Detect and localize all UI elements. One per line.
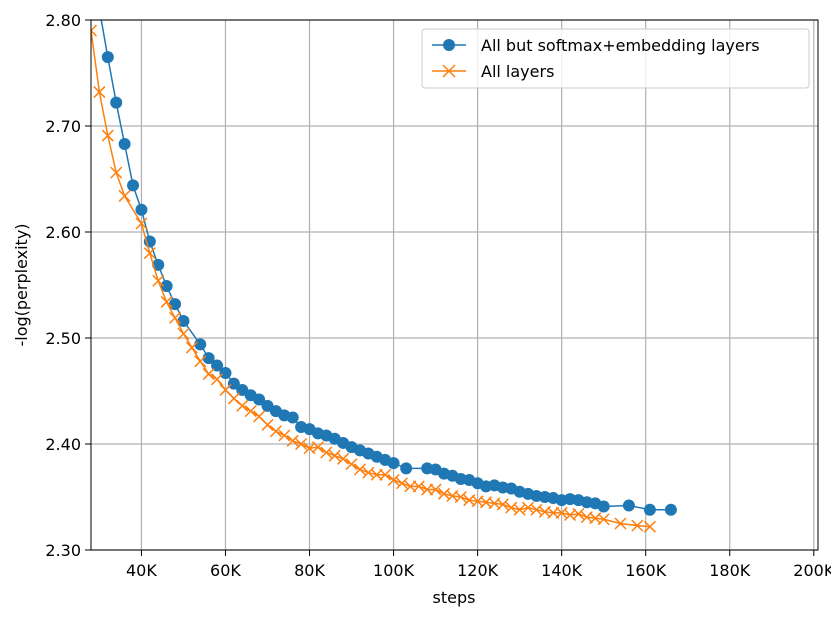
data-point-circle xyxy=(101,51,114,64)
y-tick-label: 2.40 xyxy=(45,435,81,454)
data-point-x xyxy=(643,520,656,533)
data-point-x xyxy=(177,327,190,340)
data-point-x xyxy=(370,468,383,481)
y-tick-label: 2.80 xyxy=(45,11,81,30)
data-point-x xyxy=(101,129,114,142)
data-point-x xyxy=(345,458,358,471)
x-tick-label: 40K xyxy=(126,561,157,580)
data-point-circle xyxy=(118,138,131,151)
data-point-x xyxy=(547,506,560,519)
data-point-x xyxy=(169,311,182,324)
data-point-x xyxy=(202,368,215,381)
x-tick-label: 160K xyxy=(625,561,667,580)
legend-marker-circle xyxy=(443,39,455,51)
data-point-x xyxy=(379,468,392,481)
legend: All but softmax+embedding layers All lay… xyxy=(421,28,810,89)
plot-area xyxy=(91,20,677,533)
data-point-circle xyxy=(400,462,413,475)
x-axis: 40K 60K 80K 100K 120K 140K 160K 180K 200K xyxy=(126,550,831,580)
data-point-circle xyxy=(169,298,182,311)
data-point-x xyxy=(572,507,585,520)
data-point-circle xyxy=(227,377,240,390)
data-point-circle xyxy=(160,280,173,293)
data-point-x xyxy=(286,434,299,447)
data-point-x xyxy=(135,217,148,230)
y-tick-label: 2.30 xyxy=(45,541,81,560)
y-tick-label: 2.70 xyxy=(45,117,81,136)
data-point-x xyxy=(261,418,274,431)
legend-label-series-2: All layers xyxy=(481,62,554,81)
legend-box xyxy=(421,28,810,89)
x-tick-label: 200K xyxy=(793,561,831,580)
data-point-circle xyxy=(177,315,190,328)
data-point-x xyxy=(244,405,257,418)
x-tick-label: 100K xyxy=(373,561,415,580)
series-line-2 xyxy=(91,30,650,528)
data-point-x xyxy=(404,480,417,493)
data-point-circle xyxy=(387,457,400,470)
data-point-circle xyxy=(643,503,656,516)
data-point-circle xyxy=(127,179,140,192)
data-point-x xyxy=(143,247,156,260)
data-point-x xyxy=(395,477,409,490)
x-tick-label: 60K xyxy=(210,561,241,580)
data-point-x xyxy=(412,480,425,493)
data-point-x xyxy=(152,274,165,287)
data-point-circle xyxy=(194,338,207,351)
data-point-x xyxy=(454,490,467,504)
data-point-x xyxy=(269,425,282,438)
data-point-x xyxy=(496,498,509,511)
data-point-x xyxy=(194,355,207,368)
data-point-x xyxy=(320,446,333,459)
data-point-x xyxy=(211,373,224,386)
data-point-x xyxy=(614,517,627,530)
y-tick-label: 2.50 xyxy=(45,329,81,348)
data-point-circle xyxy=(597,500,610,513)
data-point-x xyxy=(328,449,341,462)
y-axis: 2.30 2.40 2.50 2.60 2.70 2.80 xyxy=(45,11,91,560)
data-point-x xyxy=(236,399,249,412)
data-point-x xyxy=(337,452,350,465)
data-point-x xyxy=(387,474,400,487)
data-point-x xyxy=(421,483,434,496)
data-point-x xyxy=(353,463,366,476)
data-point-circle xyxy=(664,503,677,516)
data-point-circle xyxy=(622,499,635,512)
data-point-circle xyxy=(253,393,266,406)
data-point-x xyxy=(429,483,442,496)
data-point-x xyxy=(311,441,324,454)
x-tick-label: 140K xyxy=(541,561,583,580)
data-point-circle xyxy=(202,352,215,365)
y-tick-label: 2.60 xyxy=(45,223,81,242)
x-tick-label: 120K xyxy=(457,561,499,580)
data-point-x xyxy=(185,341,198,354)
legend-label-series-1: All but softmax+embedding layers xyxy=(481,36,760,55)
x-tick-label: 80K xyxy=(294,561,325,580)
legend-marker-x xyxy=(442,64,456,78)
grid xyxy=(91,19,818,551)
x-tick-label: 180K xyxy=(709,561,751,580)
data-point-x xyxy=(91,24,98,37)
y-axis-label: -log(perplexity) xyxy=(12,223,31,346)
series-group xyxy=(91,20,677,533)
data-point-x xyxy=(110,166,123,179)
data-point-x xyxy=(631,519,644,532)
axes-frame xyxy=(90,19,819,551)
data-point-circle xyxy=(219,366,232,379)
data-point-x xyxy=(160,295,173,308)
data-point-circle xyxy=(110,96,123,109)
data-point-x xyxy=(278,429,291,442)
data-point-x xyxy=(597,513,610,526)
data-point-x xyxy=(93,86,106,99)
data-point-circle xyxy=(135,203,148,216)
data-point-circle xyxy=(286,411,299,424)
data-point-x xyxy=(295,437,308,451)
x-axis-label: steps xyxy=(433,588,476,607)
data-point-circle xyxy=(152,258,165,271)
data-point-x xyxy=(118,189,131,202)
